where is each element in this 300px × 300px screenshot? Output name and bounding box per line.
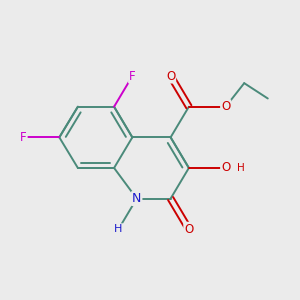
Text: O: O <box>184 223 194 236</box>
Text: H: H <box>237 163 245 173</box>
Text: O: O <box>166 70 175 83</box>
Text: F: F <box>20 131 27 144</box>
Text: H: H <box>114 224 123 234</box>
Text: N: N <box>132 192 141 205</box>
Text: O: O <box>221 161 230 175</box>
Text: O: O <box>221 100 230 113</box>
Text: F: F <box>129 70 136 83</box>
